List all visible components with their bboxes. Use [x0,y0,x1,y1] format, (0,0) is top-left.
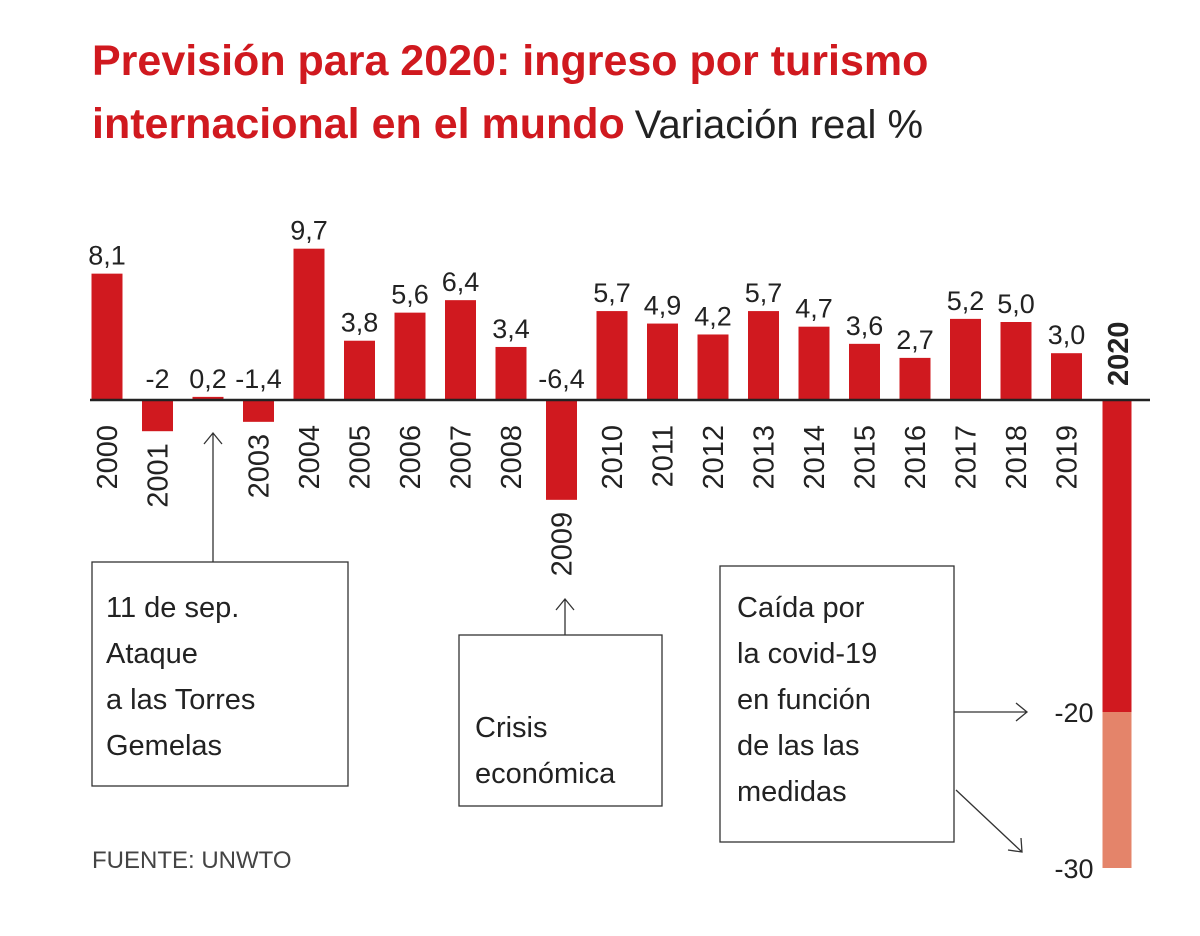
annotation: en función [737,684,871,716]
x-tick-label: 2010 [597,425,629,490]
annotation: la covid-19 [737,638,877,670]
x-tick-label: 2003 [244,434,276,499]
bar [192,396,224,400]
x-tick-label: 2004 [294,425,326,490]
annotation: Ataque [106,638,198,670]
x-tick-label: 2013 [749,425,781,490]
value-label: 3,4 [492,314,530,344]
annotation: a las Torres [106,684,255,716]
value-label: -2 [145,364,169,394]
x-tick-label: 2014 [799,425,831,490]
value-label: 5,2 [947,286,985,316]
annotation: Caída por [737,592,865,624]
bar [495,346,527,400]
chart-subtitle: Variación real % [635,103,923,147]
annotation: 11 de sep. [106,592,239,624]
annotation: Gemelas [106,730,222,762]
x-tick-label: 2005 [345,425,377,490]
annotation-arrow [203,431,223,562]
bar [849,343,880,400]
x-tick-label: 2008 [496,425,528,490]
bar [546,400,577,500]
annotation: Crisis [475,712,548,744]
value-label: 2,7 [896,325,934,355]
bar [748,311,779,400]
value-label: 5,0 [997,289,1035,319]
value-label: -30 [1054,854,1093,884]
x-tick-label: 2015 [850,425,882,490]
chart-title-line: internacional en el mundo Variación real … [92,100,923,148]
value-label: 3,8 [341,308,379,338]
annotation-box [458,634,663,807]
bar [596,311,628,400]
annotation-box [719,565,955,843]
bar [899,357,931,400]
x-tick-label: 2012 [698,425,730,490]
value-label: 5,7 [593,278,631,308]
x-tick-label: 2001 [143,443,175,508]
source: FUENTE: UNWTO [92,847,292,874]
annotation: medidas [737,776,847,808]
value-label: 5,7 [745,278,783,308]
annotation-arrow [555,597,575,635]
annotation-arrow [955,789,1023,853]
x-tick-label: 2011 [648,425,680,487]
value-label: 9,7 [290,216,328,246]
forecast-bar [1102,400,1132,712]
bar [647,323,678,400]
x-tick-label: 2016 [900,425,932,490]
bar [91,273,123,400]
x-tick-label: 2017 [951,425,983,490]
bar [1000,322,1032,400]
bar [697,334,729,400]
value-label: -20 [1054,698,1093,728]
value-label: 4,7 [795,294,833,324]
forecast-range [1102,712,1132,868]
x-tick-label: 2019 [1052,425,1084,490]
x-tick-label: 2000 [92,425,124,490]
bar [1051,353,1082,400]
bar [798,326,830,400]
value-label: 8,1 [88,241,126,271]
value-label: -6,4 [538,364,585,394]
chart-title: internacional en el mundo [92,100,625,148]
x-tick-label: 2007 [446,425,478,490]
value-label: 3,0 [1048,320,1086,350]
value-label: 4,9 [644,291,682,321]
bar [445,300,476,400]
x-tick-label: 2020 [1103,321,1135,386]
chart-title: Previsión para 2020: ingreso por turismo [92,37,928,85]
value-label: 4,2 [694,301,732,331]
value-label: -1,4 [235,364,282,394]
x-tick-label: 2006 [395,425,427,490]
annotation: de las las [737,730,860,762]
value-label: 5,6 [391,280,429,310]
bar [394,312,426,400]
value-label: 0,2 [189,364,227,394]
x-tick-label: 2018 [1001,425,1033,490]
bar [243,400,274,422]
bar [142,400,173,432]
annotation-box [91,561,349,787]
annotation-arrow [954,702,1029,722]
value-label: 3,6 [846,311,884,341]
value-label: 6,4 [442,267,480,297]
annotation: económica [475,758,616,790]
bar [293,248,325,400]
x-tick-label: 2009 [547,512,579,577]
bar [344,340,375,400]
bar [950,318,981,400]
